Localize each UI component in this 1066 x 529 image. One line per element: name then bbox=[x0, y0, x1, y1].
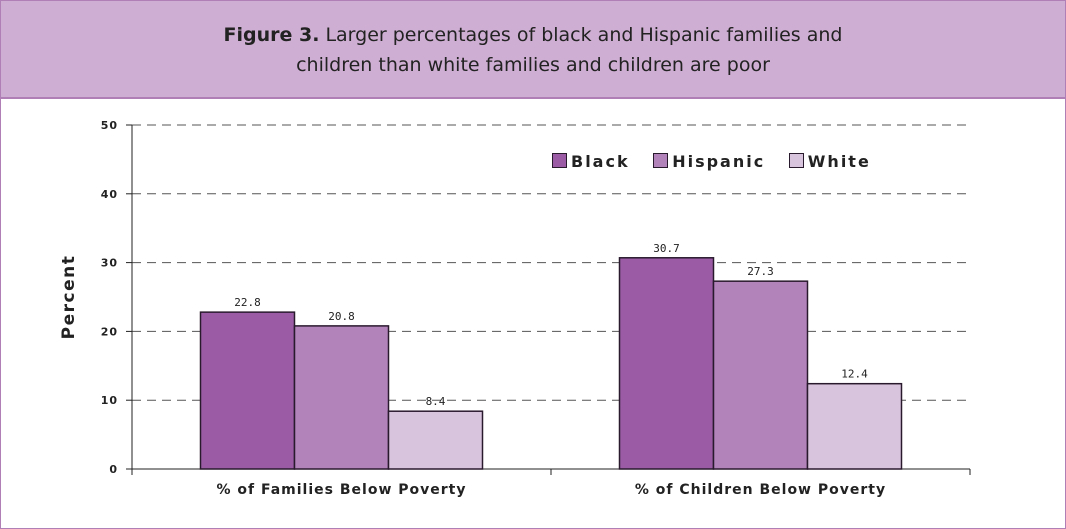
legend-label-black: Black bbox=[571, 152, 630, 171]
legend-item-hispanic: Hispanic bbox=[653, 152, 765, 171]
data-label-black-1: 30.7 bbox=[653, 242, 680, 255]
figure-title-text: Larger percentages of black and Hispanic… bbox=[325, 24, 843, 46]
data-label-white-0: 8.4 bbox=[426, 395, 446, 408]
bar-black-0 bbox=[199, 311, 296, 470]
y-tick-label-1: 10 bbox=[101, 394, 118, 407]
data-label-hispanic-1: 27.3 bbox=[747, 265, 774, 278]
figure-label: Figure 3. bbox=[223, 24, 320, 46]
chart-legend: Black Hispanic White bbox=[552, 152, 887, 171]
legend-swatch-black bbox=[552, 153, 567, 168]
y-tick-label-5: 50 bbox=[101, 119, 118, 132]
bar-black-1 bbox=[618, 257, 715, 470]
y-tick-label-0: 0 bbox=[109, 463, 118, 476]
y-tick-label-3: 30 bbox=[101, 257, 118, 270]
legend-item-black: Black bbox=[552, 152, 630, 171]
x-category-label-0: % of Families Below Poverty bbox=[217, 482, 467, 498]
y-axis-title: Percent bbox=[59, 255, 79, 340]
figure-header: Figure 3. Larger percentages of black and… bbox=[1, 1, 1065, 99]
data-label-black-0: 22.8 bbox=[234, 296, 261, 309]
legend-item-white: White bbox=[788, 152, 871, 171]
legend-label-white: White bbox=[807, 152, 871, 171]
x-category-label-1: % of Children Below Poverty bbox=[635, 482, 886, 498]
bar-white-0 bbox=[387, 410, 484, 470]
legend-swatch-hispanic bbox=[653, 153, 669, 168]
y-tick-label-4: 40 bbox=[101, 188, 118, 201]
bar-hispanic-0 bbox=[293, 325, 390, 470]
legend-swatch-white bbox=[788, 153, 804, 168]
figure-title-line-2: children than white families and childre… bbox=[296, 54, 770, 76]
y-tick-label-2: 20 bbox=[101, 325, 118, 338]
data-label-hispanic-0: 20.8 bbox=[328, 310, 355, 323]
data-label-white-1: 12.4 bbox=[841, 368, 868, 381]
legend-label-hispanic: Hispanic bbox=[672, 152, 766, 171]
figure-title-line-1: Figure 3. Larger percentages of black and… bbox=[1, 24, 1065, 46]
bar-white-1 bbox=[806, 382, 903, 470]
bar-hispanic-1 bbox=[712, 280, 809, 470]
